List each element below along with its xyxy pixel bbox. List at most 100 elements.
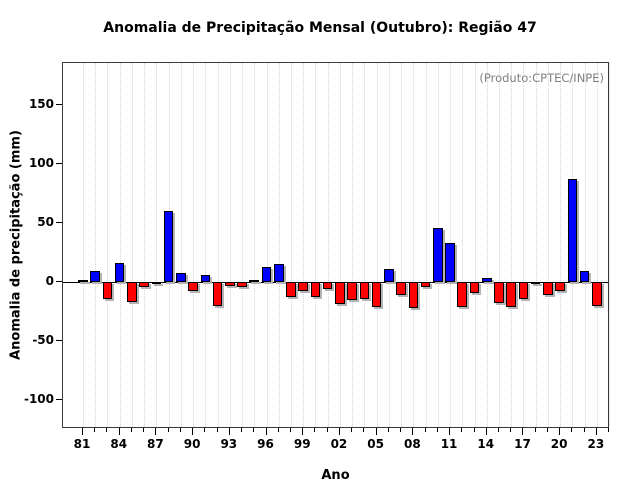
gridline-2000 <box>315 63 317 427</box>
x-tick-1985 <box>130 428 132 432</box>
y-tick-label-150: 150 <box>28 97 54 111</box>
x-tick-2011 <box>449 428 451 435</box>
x-tick-1983 <box>106 428 108 432</box>
x-tick-label-17: 17 <box>514 437 531 451</box>
bar-1994 <box>237 282 247 287</box>
bar-2021 <box>567 179 578 282</box>
annotation-produto: (Produto:CPTEC/INPE) <box>479 71 604 85</box>
x-tick-1981 <box>82 428 83 435</box>
y-tick-label--50: -50 <box>32 333 54 347</box>
bar-2009 <box>420 282 431 287</box>
bar-1987 <box>151 282 162 285</box>
gridline-2022 <box>584 63 586 427</box>
y-tick-100 <box>56 163 62 164</box>
x-tick-2019 <box>546 428 548 432</box>
gridline-1982 <box>95 63 97 427</box>
x-tick-label-84: 84 <box>110 437 128 451</box>
y-tick-0 <box>56 281 62 282</box>
bar-2019 <box>543 282 553 295</box>
bar-1984 <box>114 263 125 282</box>
x-tick-2001 <box>326 428 328 432</box>
x-tick-1999 <box>302 428 304 435</box>
bar-2013 <box>469 282 480 293</box>
gridline-2002 <box>339 63 341 427</box>
bar-2002 <box>335 282 345 305</box>
gridline-1991 <box>205 63 207 427</box>
bar-1990 <box>188 282 198 292</box>
x-tick-label-93: 93 <box>220 437 238 451</box>
gridline-2017 <box>523 63 525 427</box>
x-tick-2000 <box>314 428 316 432</box>
x-tick-2009 <box>424 428 426 432</box>
bar-1998 <box>286 282 296 298</box>
gridline-2013 <box>474 63 476 427</box>
x-tick-2013 <box>473 428 475 432</box>
bar-1988 <box>163 211 174 282</box>
bar-2010 <box>433 227 443 282</box>
x-tick-label-08: 08 <box>403 437 421 451</box>
gridline-1992 <box>217 63 219 427</box>
y-tick-150 <box>56 104 62 105</box>
gridline-2007 <box>401 63 403 427</box>
x-tick-2020 <box>559 428 561 435</box>
bar-1992 <box>212 282 223 306</box>
bar-1999 <box>298 282 309 292</box>
bar-2015 <box>494 282 504 304</box>
y-tick-50 <box>56 222 62 223</box>
x-tick-label-05: 05 <box>367 437 384 451</box>
bar-1997 <box>273 264 284 282</box>
x-tick-1998 <box>289 428 291 432</box>
gridline-1983 <box>107 63 109 427</box>
x-tick-1987 <box>155 428 157 435</box>
y-tick--50 <box>56 340 62 341</box>
x-tick-1988 <box>167 428 169 432</box>
x-tick-1995 <box>253 428 255 432</box>
x-tick-label-96: 96 <box>257 437 274 451</box>
gridline-2001 <box>327 63 329 427</box>
gridline-2019 <box>547 63 549 427</box>
bar-1996 <box>261 266 272 282</box>
gridline-2003 <box>352 63 354 427</box>
x-tick-label-02: 02 <box>330 437 348 451</box>
x-tick-2005 <box>375 428 377 435</box>
x-tick-1997 <box>277 428 279 432</box>
bar-1981 <box>78 279 88 282</box>
bar-2012 <box>457 282 468 307</box>
bar-2007 <box>396 282 406 295</box>
x-tick-label-90: 90 <box>183 437 201 451</box>
x-tick-1991 <box>204 428 206 432</box>
gridline-1994 <box>242 63 244 427</box>
y-tick--100 <box>56 399 62 400</box>
bar-1982 <box>90 271 101 282</box>
y-tick-label-50: 50 <box>37 215 54 229</box>
y-tick-label--100: -100 <box>23 392 54 406</box>
gridline-2004 <box>364 63 366 427</box>
bar-2014 <box>481 278 492 282</box>
bar-2004 <box>359 282 370 299</box>
y-tick-label-0: 0 <box>45 274 54 288</box>
x-tick-2004 <box>363 428 365 432</box>
x-tick-2010 <box>436 428 438 432</box>
x-tick-2021 <box>571 428 573 432</box>
x-tick-2017 <box>522 428 524 435</box>
bar-1991 <box>200 274 211 282</box>
bar-1986 <box>139 282 149 287</box>
x-tick-label-11: 11 <box>440 437 458 451</box>
x-tick-2018 <box>534 428 536 432</box>
x-tick-1984 <box>118 428 120 435</box>
x-tick-2003 <box>351 428 353 432</box>
x-tick-2008 <box>412 428 414 435</box>
bar-2005 <box>371 282 382 307</box>
x-tick-label-81: 81 <box>73 437 91 451</box>
bar-1985 <box>127 282 137 303</box>
y-tick-label-100: 100 <box>28 156 54 170</box>
bar-2001 <box>322 282 333 290</box>
x-tick-1986 <box>143 428 145 432</box>
plot-area: (Produto:CPTEC/INPE) <box>62 62 611 428</box>
x-tick-2016 <box>510 428 512 432</box>
gridline-2015 <box>498 63 500 427</box>
bar-2000 <box>310 282 321 298</box>
x-tick-2012 <box>461 428 463 432</box>
bar-2011 <box>445 243 455 282</box>
